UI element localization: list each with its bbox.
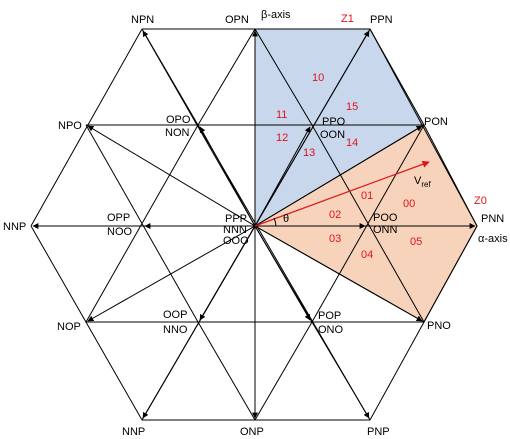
state-label-pnn: PNN: [481, 213, 504, 225]
sector-label-z0: Z0: [474, 195, 487, 207]
region-label-02: 02: [329, 209, 341, 221]
state-label-nno: NNO: [163, 324, 188, 336]
state-label-pnp: PNP: [367, 426, 390, 438]
region-label-13: 13: [303, 147, 315, 159]
state-label-pop: POP: [318, 310, 341, 322]
region-label-10: 10: [312, 72, 324, 84]
state-label-onp: ONP: [240, 426, 264, 438]
state-label-non: NON: [165, 127, 190, 139]
region-label-01: 01: [361, 190, 373, 202]
region-label-14: 14: [346, 137, 358, 149]
state-label-ppn: PPN: [370, 14, 393, 26]
state-label-noo: NOO: [107, 226, 133, 238]
state-label-opn: OPN: [225, 14, 249, 26]
state-label-nnp: NNP: [3, 221, 26, 233]
grid-top-left-inner: [198, 29, 255, 125]
alpha-axis-label: α-axis: [478, 233, 508, 245]
state-label-onn: ONN: [373, 224, 398, 236]
state-label-opo: OPO: [166, 114, 191, 126]
theta-label: θ: [283, 213, 289, 225]
edge-bottom-left: [31, 226, 142, 420]
grid-bottom-right-inner: [255, 322, 312, 420]
state-label-nop: NOP: [57, 321, 81, 333]
state-label-oon: OON: [320, 129, 345, 141]
region-label-00: 00: [403, 198, 415, 210]
state-label-ppo: PPO: [322, 116, 346, 128]
vector-arrow-npo: [88, 126, 255, 226]
sector-label-z1: Z1: [341, 13, 354, 25]
region-label-05: 05: [410, 236, 422, 248]
region-label-15: 15: [346, 101, 358, 113]
state-label-pon: PON: [424, 116, 448, 128]
state-label-opp: OPP: [107, 212, 130, 224]
region-label-12: 12: [276, 132, 288, 144]
vector-arrow-opo: [200, 127, 255, 226]
region-label-03: 03: [329, 233, 341, 245]
state-label-poo: POO: [373, 212, 398, 224]
state-label-ooo: OOO: [223, 235, 249, 247]
state-label-nnp-bottom: NNP: [122, 426, 145, 438]
edge-top-left: [31, 29, 142, 226]
state-label-pno: PNO: [427, 320, 451, 332]
grid-bottom-left-inner: [198, 322, 255, 420]
state-label-oop: OOP: [163, 309, 187, 321]
state-label-npo: NPO: [58, 120, 82, 132]
region-label-04: 04: [361, 249, 373, 261]
state-label-ono: ONO: [318, 324, 344, 336]
region-label-11: 11: [276, 109, 287, 121]
beta-axis-label: β-axis: [261, 9, 291, 21]
vref-label-subscript: ref: [421, 180, 431, 189]
state-label-npn: NPN: [131, 14, 154, 26]
